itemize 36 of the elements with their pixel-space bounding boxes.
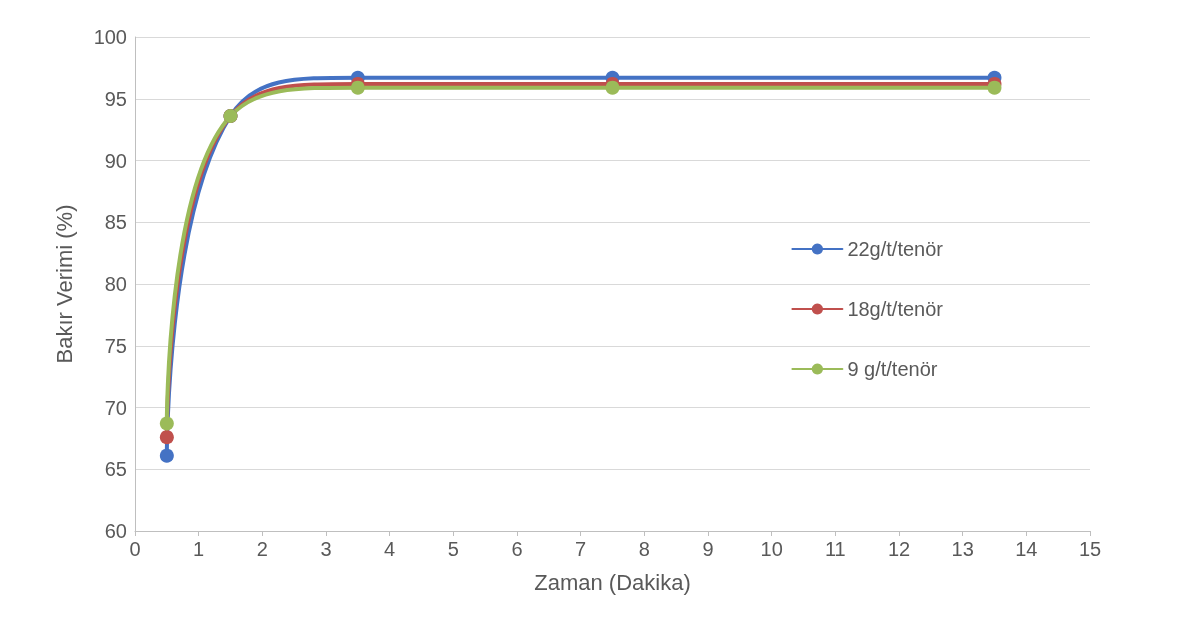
y-tick-label: 65 — [104, 458, 127, 481]
y-tick-label: 70 — [104, 396, 127, 419]
y-tick-label: 85 — [104, 211, 127, 234]
x-tick-label: 15 — [1078, 538, 1102, 560]
x-tick-label: 14 — [1015, 538, 1038, 560]
x-tick-label: 0 — [129, 538, 141, 560]
point — [605, 80, 620, 95]
x-tick-label: 2 — [256, 538, 268, 560]
y-tick-label: 80 — [104, 273, 127, 295]
x-tick-label: 3 — [320, 538, 332, 560]
y-tick-label: 90 — [104, 149, 127, 172]
x-tick-label: 5 — [447, 538, 459, 560]
legend-label: 9 g/t/tenör — [847, 358, 938, 380]
y-tick-label: 100 — [93, 26, 127, 48]
x-tick-label: 12 — [887, 538, 911, 560]
point — [350, 80, 365, 95]
x-tick-label: 4 — [384, 538, 396, 560]
x-tick-label: 1 — [193, 538, 205, 560]
point — [987, 80, 1002, 95]
x-tick-label: 11 — [824, 538, 846, 560]
x-tick-label: 8 — [638, 538, 650, 560]
x-tick-label: 10 — [760, 538, 783, 560]
legend-label: 22g/t/tenör — [847, 238, 944, 260]
x-tick-label: 9 — [702, 538, 714, 560]
legend-label: 18g/t/tenör — [847, 298, 944, 320]
y-tick-label: 75 — [104, 334, 127, 357]
x-axis-title: Zaman (Dakika) — [534, 569, 691, 595]
x-tick-label: 6 — [511, 538, 523, 560]
x-tick-label: 7 — [575, 538, 587, 560]
y-tick-label: 60 — [104, 520, 127, 542]
y-axis-title: Bakır Verimi (%) — [51, 204, 77, 364]
point — [159, 448, 174, 463]
x-tick-label: 13 — [951, 538, 974, 560]
point — [159, 430, 174, 445]
point — [159, 416, 174, 431]
y-tick-label: 95 — [104, 87, 127, 110]
